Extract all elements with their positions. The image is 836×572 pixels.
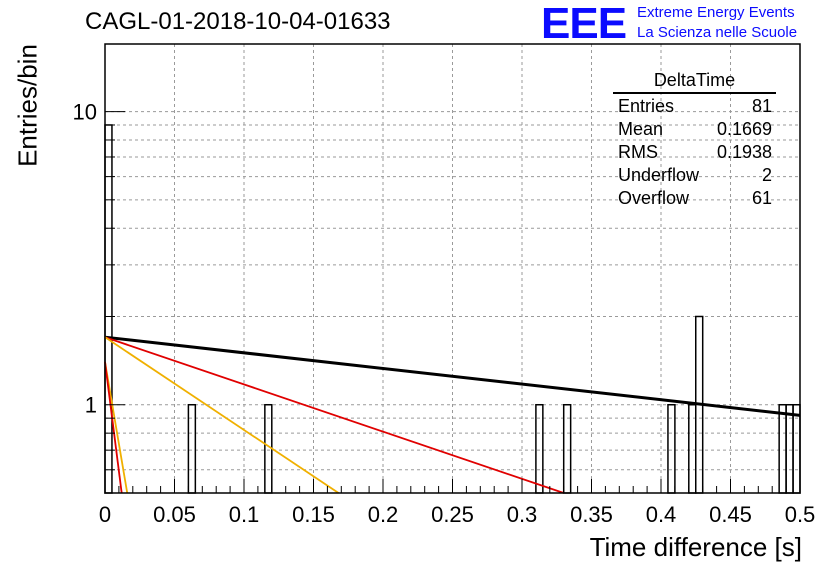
fit-curve <box>104 361 129 494</box>
y-tick-label: 1 <box>85 393 97 418</box>
x-tick-label: 0.2 <box>368 502 399 527</box>
stats-row-rms: RMS 0.1938 <box>613 141 776 164</box>
x-axis-label: Time difference [s] <box>589 532 802 562</box>
fit-curve <box>104 361 123 494</box>
stats-row-mean: Mean 0.1669 <box>613 118 776 141</box>
y-axis-label: Entries/bin <box>12 44 43 167</box>
x-tick-label: 0.15 <box>292 502 335 527</box>
stats-row-entries: Entries 81 <box>613 95 776 118</box>
x-tick-label: 0.05 <box>153 502 196 527</box>
stats-label: RMS <box>618 142 658 162</box>
chart-title: CAGL-01-2018-10-04-01633 <box>85 8 391 35</box>
eee-logo: EEE <box>541 0 627 48</box>
stats-label: Entries <box>618 96 675 116</box>
x-tick-label: 0.4 <box>646 502 677 527</box>
fit-curve <box>104 336 340 494</box>
stats-box: DeltaTime Entries 81 Mean 0.1669 RMS 0.1938… <box>613 70 776 210</box>
x-tick-label: 0.3 <box>507 502 538 527</box>
stats-row-overflow: Overflow 61 <box>613 187 776 210</box>
x-tick-label: 0.5 <box>785 502 816 527</box>
x-tick-label: 0.35 <box>570 502 613 527</box>
x-tick-label: 0.1 <box>229 502 260 527</box>
stats-label: Overflow <box>618 188 690 208</box>
fit-curve <box>104 336 564 494</box>
stats-label: Mean <box>618 119 664 139</box>
stats-value: 2 <box>761 165 772 185</box>
x-tick-label: 0 <box>99 502 111 527</box>
stats-value: 0.1938 <box>716 142 772 162</box>
stats-row-underflow: Underflow 2 <box>613 164 776 187</box>
histogram-bin <box>104 124 113 494</box>
stats-box-title: DeltaTime <box>613 70 776 94</box>
fit-curve <box>104 335 801 417</box>
logo-line-2: La Scienza nelle Scuole <box>637 24 798 41</box>
stats-value: 0.1669 <box>716 119 772 139</box>
y-tick-label: 10 <box>73 100 97 125</box>
x-tick-label: 0.25 <box>431 502 474 527</box>
stats-label: Underflow <box>618 165 700 185</box>
x-tick-label: 0.45 <box>709 502 752 527</box>
logo-line-1: Extreme Energy Events <box>637 4 795 21</box>
stats-value: 81 <box>751 96 772 116</box>
stats-value: 61 <box>751 188 772 208</box>
